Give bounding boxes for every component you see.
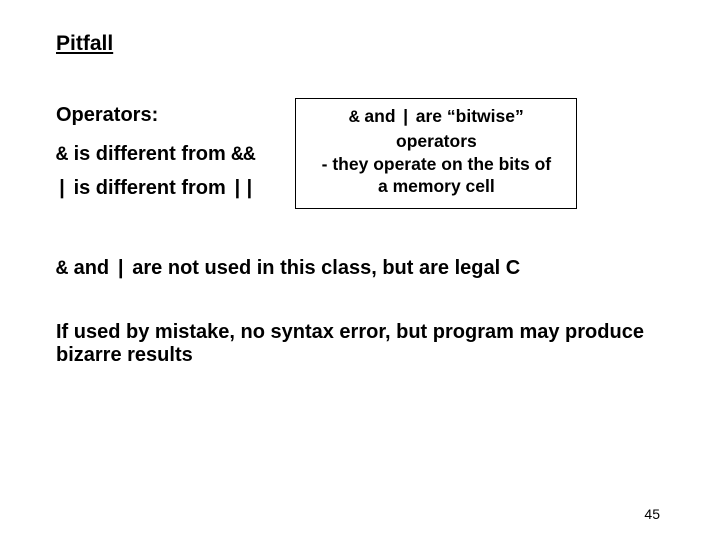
- slide-title: Pitfall: [56, 32, 664, 56]
- box-line-2: - they operate on the bits of: [306, 153, 566, 176]
- body-text: and: [68, 257, 115, 279]
- box-text: are “bitwise” operators: [396, 106, 524, 151]
- op-pipepipe: ||: [231, 178, 255, 201]
- box-op-amp: &: [349, 108, 360, 128]
- op-ampamp: &&: [231, 144, 255, 167]
- stmt-text: is different from: [68, 177, 231, 199]
- box-line-1: & and | are “bitwise” operators: [306, 105, 566, 153]
- body-op-amp: &: [56, 258, 68, 281]
- operators-left: Operators: & is different from && | is d…: [56, 104, 255, 211]
- box-line-3: a memory cell: [306, 175, 566, 198]
- stmt-text: is different from: [68, 143, 231, 165]
- stmt-pipe: | is different from ||: [56, 177, 255, 201]
- callout-box: & and | are “bitwise” operators - they o…: [295, 98, 577, 209]
- op-amp: &: [56, 144, 68, 167]
- body-line-2: If used by mistake, no syntax error, but…: [56, 321, 664, 367]
- operators-section: Operators: & is different from && | is d…: [56, 104, 664, 211]
- box-text: and: [360, 106, 401, 126]
- stmt-amp: & is different from &&: [56, 143, 255, 167]
- body-line-1: & and | are not used in this class, but …: [56, 257, 664, 281]
- page-number: 45: [644, 506, 660, 522]
- box-op-pipe: |: [400, 108, 411, 128]
- slide: Pitfall Operators: & is different from &…: [0, 0, 720, 540]
- body-text: are not used in this class, but are lega…: [127, 257, 520, 279]
- operators-label: Operators:: [56, 104, 255, 127]
- body-op-pipe: |: [115, 258, 127, 281]
- op-pipe: |: [56, 178, 68, 201]
